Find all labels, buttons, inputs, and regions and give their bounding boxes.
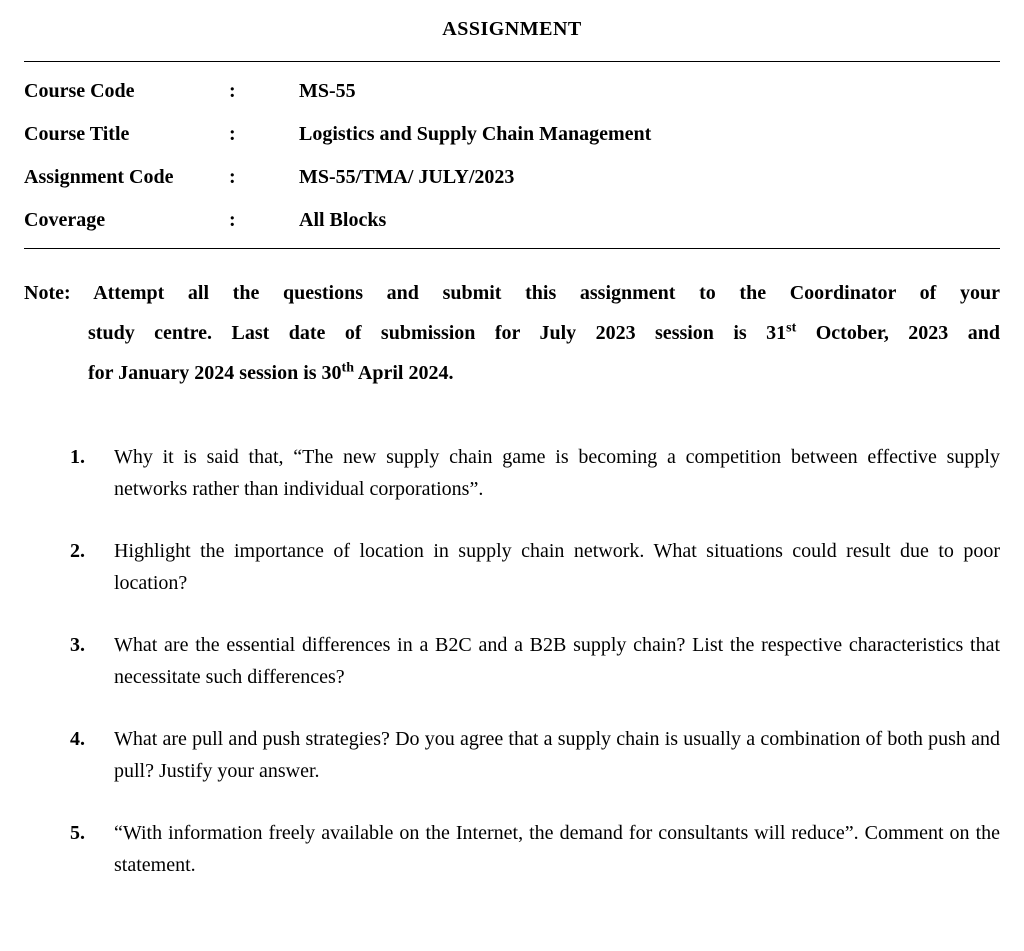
note-text: for January 2024 session is 30: [88, 362, 342, 384]
question-number: 2.: [70, 535, 114, 599]
info-colon: :: [229, 166, 299, 189]
question-item: 5. “With information freely available on…: [70, 817, 1000, 881]
question-item: 3. What are the essential differences in…: [70, 629, 1000, 693]
question-item: 4. What are pull and push strategies? Do…: [70, 723, 1000, 787]
note-block: Note: Attempt all the questions and subm…: [24, 273, 1000, 393]
ordinal-sup: st: [786, 320, 796, 335]
info-label: Assignment Code: [24, 166, 229, 189]
note-text: April 2024.: [354, 362, 453, 384]
question-item: 1. Why it is said that, “The new supply …: [70, 441, 1000, 505]
info-value: MS-55/TMA/ JULY/2023: [299, 166, 1000, 189]
questions-list: 1. Why it is said that, “The new supply …: [24, 441, 1000, 881]
info-label: Course Title: [24, 123, 229, 146]
info-value: MS-55: [299, 80, 1000, 103]
question-text: What are pull and push strategies? Do yo…: [114, 723, 1000, 787]
question-number: 4.: [70, 723, 114, 787]
question-number: 1.: [70, 441, 114, 505]
info-label: Course Code: [24, 80, 229, 103]
note-text: Attempt all the questions and submit thi…: [93, 282, 1000, 304]
question-item: 2. Highlight the importance of location …: [70, 535, 1000, 599]
note-line-2: study centre. Last date of submission fo…: [24, 313, 1000, 353]
page-title: ASSIGNMENT: [24, 18, 1000, 41]
info-row-coverage: Coverage : All Blocks: [24, 199, 1000, 242]
note-text: study centre. Last date of submission fo…: [88, 322, 786, 344]
info-value: Logistics and Supply Chain Management: [299, 123, 1000, 146]
note-line-1: Note: Attempt all the questions and subm…: [24, 273, 1000, 313]
question-text: Highlight the importance of location in …: [114, 535, 1000, 599]
ordinal-sup: th: [342, 360, 354, 375]
info-colon: :: [229, 80, 299, 103]
info-colon: :: [229, 209, 299, 232]
question-text: Why it is said that, “The new supply cha…: [114, 441, 1000, 505]
course-info-table: Course Code : MS-55 Course Title : Logis…: [24, 61, 1000, 249]
question-number: 3.: [70, 629, 114, 693]
info-value: All Blocks: [299, 209, 1000, 232]
info-row-assignment-code: Assignment Code : MS-55/TMA/ JULY/2023: [24, 156, 1000, 199]
note-prefix: Note:: [24, 282, 71, 304]
note-line-3: for January 2024 session is 30th April 2…: [24, 353, 1000, 393]
info-colon: :: [229, 123, 299, 146]
question-text: “With information freely available on th…: [114, 817, 1000, 881]
info-row-course-title: Course Title : Logistics and Supply Chai…: [24, 113, 1000, 156]
question-number: 5.: [70, 817, 114, 881]
info-label: Coverage: [24, 209, 229, 232]
question-text: What are the essential differences in a …: [114, 629, 1000, 693]
info-row-course-code: Course Code : MS-55: [24, 70, 1000, 113]
note-text: October, 2023 and: [796, 322, 1000, 344]
